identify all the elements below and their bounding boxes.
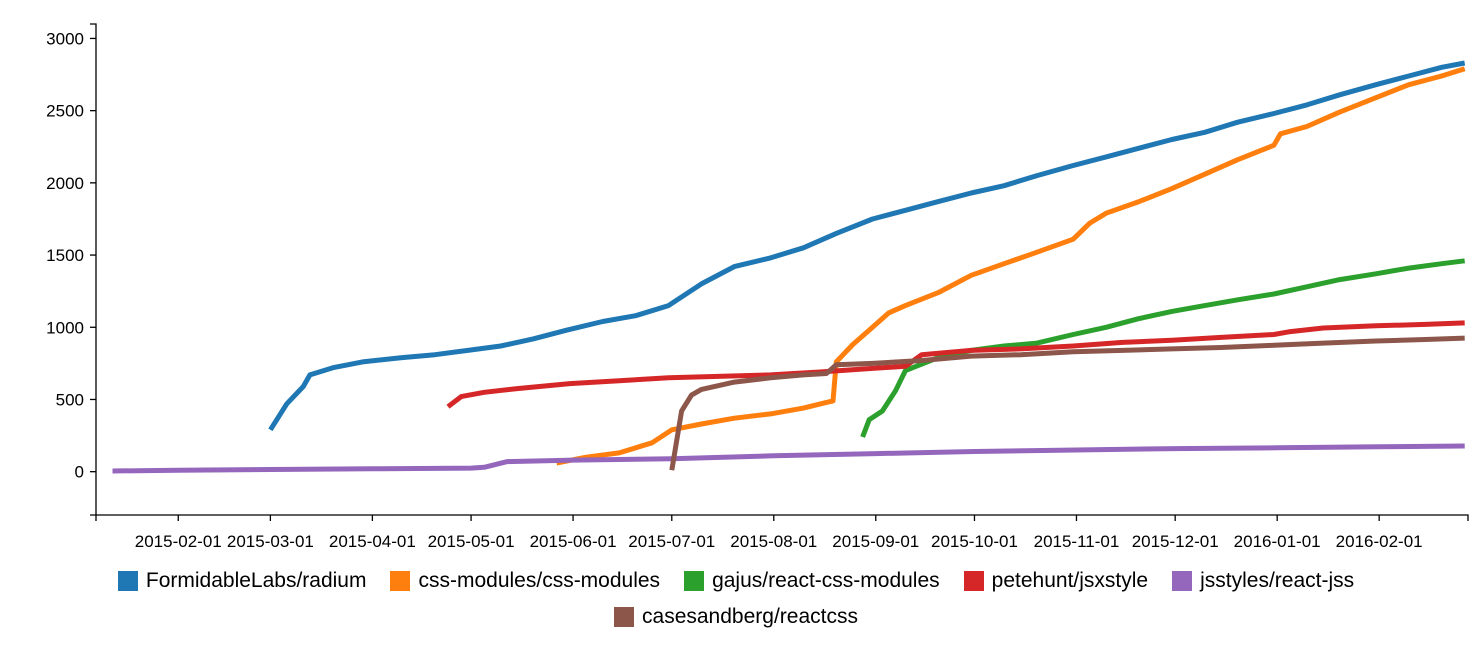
series-line-3 <box>446 320 1465 409</box>
series-line-5 <box>669 335 1465 471</box>
y-tick-label: 0 <box>75 463 84 482</box>
legend-label: gajus/react-css-modules <box>712 569 940 592</box>
x-tick-label: 2015-02-01 <box>135 532 222 551</box>
legend-swatch <box>1172 571 1193 591</box>
x-tick-label: 2015-08-01 <box>730 532 817 551</box>
legend-item: petehunt/jsxstyle <box>963 566 1149 596</box>
x-tick-label: 2015-09-01 <box>832 532 919 551</box>
y-tick-label: 1500 <box>46 246 84 265</box>
legend-swatch <box>614 607 635 627</box>
legend-label: FormidableLabs/radium <box>145 569 367 592</box>
y-tick-label: 3000 <box>46 29 84 48</box>
legend-swatch <box>117 571 138 591</box>
series-line-4 <box>112 443 1465 474</box>
legend-item: css-modules/css-modules <box>390 566 660 596</box>
legend-label: jsstyles/react-jss <box>1200 569 1355 592</box>
y-axis-line <box>90 23 97 516</box>
legend-item: jsstyles/react-jss <box>1172 566 1354 596</box>
series-layer <box>112 60 1466 474</box>
legend-label: petehunt/jsxstyle <box>991 569 1149 592</box>
y-axis: 0 500 1000 1500 2000 2500 3000 <box>46 23 97 516</box>
x-tick-label: 2016-02-01 <box>1336 532 1423 551</box>
x-tick-label: 2015-06-01 <box>530 532 617 551</box>
legend-item: gajus/react-css-modules <box>684 566 940 596</box>
legend-swatch <box>963 571 984 591</box>
legend-label: css-modules/css-modules <box>418 569 661 592</box>
x-tick-label: 2016-01-01 <box>1234 532 1321 551</box>
x-axis: 2015-02-01 2015-03-01 2015-04-01 2015-05-01… <box>95 514 1469 551</box>
legend-label: casesandberg/reactcss <box>642 605 858 628</box>
legend-item: FormidableLabs/radium <box>117 566 367 596</box>
legend-swatch <box>390 571 411 591</box>
x-tick-label: 2015-05-01 <box>428 532 515 551</box>
x-tick-label: 2015-04-01 <box>329 532 416 551</box>
series-line-0 <box>268 60 1466 432</box>
series-line-1 <box>556 66 1466 466</box>
series-line-2 <box>860 258 1466 438</box>
x-tick-label: 2015-10-01 <box>931 532 1018 551</box>
x-tick-label: 2015-11-01 <box>1034 532 1120 551</box>
y-tick-label: 2500 <box>46 102 84 121</box>
legend: FormidableLabs/radium css-modules/css-mod… <box>0 566 1472 632</box>
x-tick-label: 2015-03-01 <box>227 532 314 551</box>
y-tick-label: 500 <box>56 390 84 409</box>
x-tick-label: 2015-12-01 <box>1132 532 1219 551</box>
y-tick-label: 1000 <box>46 318 84 337</box>
y-tick-label: 2000 <box>46 174 84 193</box>
x-axis-line <box>95 514 1469 521</box>
x-tick-label: 2015-07-01 <box>628 532 715 551</box>
legend-swatch <box>684 571 705 591</box>
legend-item: casesandberg/reactcss <box>614 602 858 632</box>
